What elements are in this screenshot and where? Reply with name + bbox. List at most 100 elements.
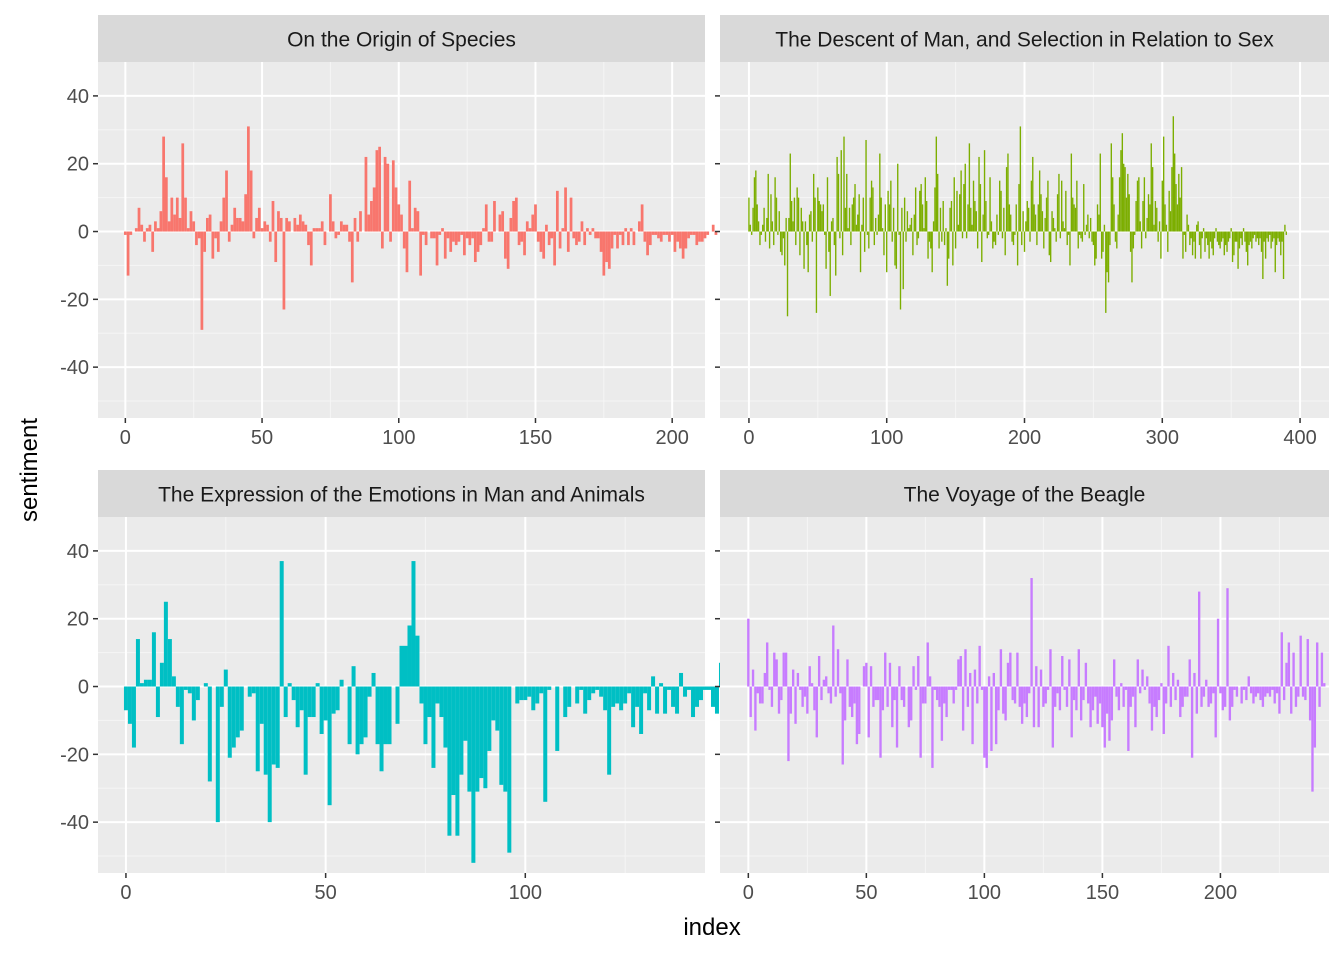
- bar: [1275, 686, 1279, 694]
- bar: [1029, 231, 1031, 242]
- bar: [957, 224, 960, 232]
- bar: [375, 150, 379, 232]
- bar: [902, 231, 904, 290]
- bar: [1105, 686, 1109, 714]
- bar: [255, 686, 260, 772]
- bar: [788, 217, 790, 232]
- bar: [881, 228, 884, 232]
- bar: [1066, 231, 1068, 246]
- bar: [1106, 231, 1108, 273]
- bar: [235, 686, 240, 738]
- bar: [1271, 231, 1274, 242]
- bar: [403, 645, 408, 687]
- bar: [1146, 676, 1149, 687]
- panel-title: The Voyage of the Beagle: [904, 484, 1146, 507]
- bar: [387, 686, 392, 745]
- bar: [545, 224, 548, 232]
- bar: [509, 217, 513, 232]
- bar: [903, 197, 906, 232]
- bar: [238, 217, 242, 232]
- bar: [304, 224, 308, 232]
- bar: [829, 231, 831, 296]
- bar: [841, 686, 844, 765]
- bar: [886, 686, 889, 707]
- bar: [1011, 686, 1014, 701]
- bar: [822, 204, 825, 232]
- bar: [671, 686, 676, 707]
- bar: [920, 184, 922, 232]
- bar: [777, 686, 781, 714]
- bar: [932, 221, 935, 232]
- bar: [379, 686, 384, 772]
- bar: [795, 231, 797, 246]
- bar: [1136, 659, 1139, 687]
- bar: [1015, 204, 1017, 232]
- bar: [1146, 217, 1148, 232]
- bar: [1233, 231, 1235, 256]
- bar: [1098, 214, 1100, 232]
- bar: [1127, 173, 1129, 232]
- bar: [790, 201, 793, 232]
- bar: [687, 686, 692, 690]
- bar: [515, 686, 520, 704]
- x-tick-label: 150: [519, 427, 552, 449]
- bar: [1034, 214, 1037, 232]
- bar: [985, 201, 987, 232]
- bar: [695, 686, 700, 707]
- bar: [1027, 207, 1030, 232]
- bar: [1181, 686, 1184, 707]
- bar: [334, 231, 338, 239]
- bar: [534, 204, 537, 232]
- bar: [1055, 231, 1057, 242]
- bar: [989, 177, 991, 232]
- bar: [567, 686, 572, 707]
- bar: [869, 666, 873, 687]
- bar: [1244, 231, 1246, 242]
- bar: [837, 173, 840, 232]
- bar: [810, 211, 812, 232]
- bar: [1045, 197, 1048, 232]
- bar: [123, 686, 128, 711]
- bar: [231, 686, 236, 748]
- bar: [914, 187, 917, 232]
- bar: [826, 177, 829, 232]
- bar: [1095, 231, 1097, 259]
- bar: [999, 180, 1001, 232]
- bar: [561, 228, 565, 232]
- bar: [1176, 679, 1180, 687]
- bar: [1150, 686, 1154, 731]
- bar: [299, 686, 304, 711]
- x-tick-label: 50: [315, 882, 337, 904]
- bar: [167, 639, 172, 687]
- bar: [1149, 204, 1151, 232]
- bar: [1230, 228, 1232, 232]
- bar: [894, 231, 896, 266]
- bar: [791, 669, 795, 687]
- bar: [629, 228, 633, 232]
- bar: [1032, 686, 1036, 728]
- bar: [917, 656, 920, 687]
- bar: [351, 666, 356, 687]
- bar: [862, 197, 864, 232]
- bar: [1284, 224, 1286, 232]
- bar: [949, 207, 951, 232]
- bar: [987, 231, 990, 235]
- bar: [389, 231, 392, 242]
- bar: [619, 686, 624, 711]
- bar: [983, 686, 986, 758]
- bar: [793, 197, 796, 232]
- bar: [405, 231, 409, 273]
- bar: [950, 686, 953, 690]
- bar: [801, 686, 804, 707]
- bar: [503, 686, 508, 792]
- bar: [1016, 231, 1019, 266]
- bar: [1242, 228, 1245, 232]
- bar: [714, 231, 718, 235]
- bar: [449, 231, 453, 252]
- y-tick-label: -40: [60, 357, 89, 379]
- bar: [806, 686, 809, 714]
- y-tick-label: 20: [67, 609, 89, 631]
- bar: [479, 231, 483, 246]
- bar: [786, 231, 789, 317]
- bar: [931, 231, 933, 273]
